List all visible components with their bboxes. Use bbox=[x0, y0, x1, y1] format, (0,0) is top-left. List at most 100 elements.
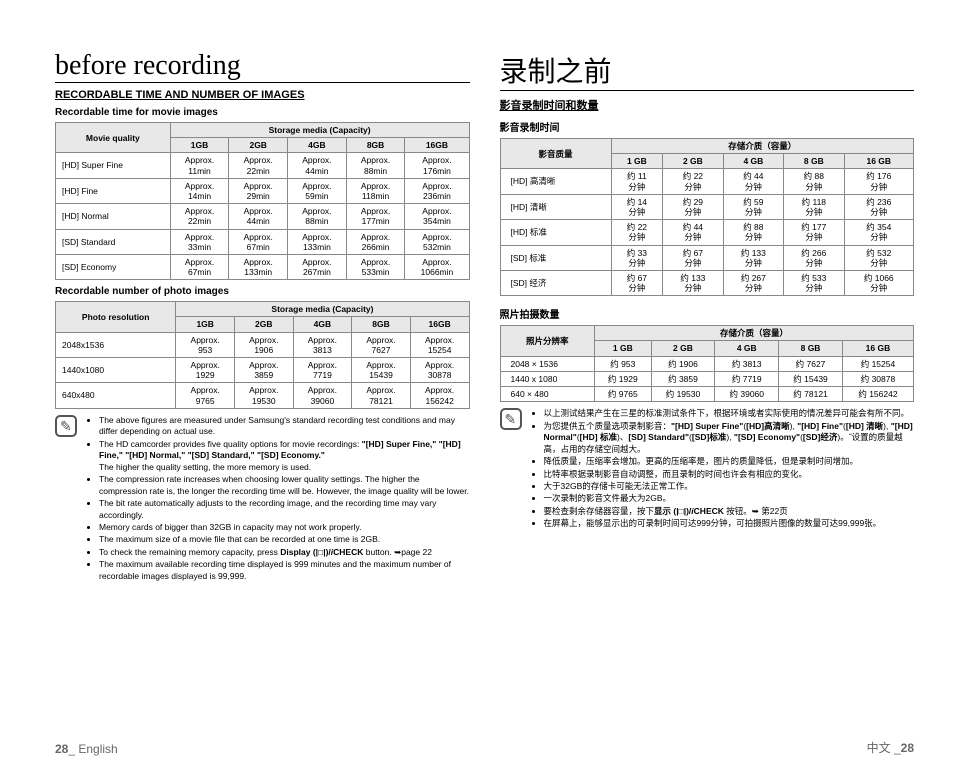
table-cell: 约 177分钟 bbox=[784, 220, 844, 245]
table-cap: 1GB bbox=[176, 317, 235, 332]
row-label: 1440x1080 bbox=[56, 358, 176, 383]
note-item: The bit rate automatically adjusts to th… bbox=[99, 498, 470, 521]
note-item: The maximum size of a movie file that ca… bbox=[99, 534, 470, 545]
note-item: 大于32GB的存储卡可能无法正常工作。 bbox=[544, 481, 915, 492]
note-item: 要检查剩余存储器容量，按下显示 (|□|)/iCHECK 按钮。➥ 第22页 bbox=[544, 506, 915, 517]
section-heading-en: RECORDABLE TIME AND NUMBER OF IMAGES bbox=[55, 89, 470, 101]
movie-table-cn: 影音质量存储介质（容量）1 GB2 GB4 GB8 GB16 GB[HD] 高清… bbox=[500, 138, 915, 296]
row-label: 640x480 bbox=[56, 383, 176, 408]
table-cell: 约 67分钟 bbox=[663, 245, 723, 270]
table-cell: 约 3859 bbox=[651, 371, 715, 386]
table-cell: Approx.1906 bbox=[234, 332, 293, 357]
table-cell: 约 88分钟 bbox=[723, 220, 783, 245]
table-cell: Approx.533min bbox=[346, 254, 405, 279]
table-corner: 影音质量 bbox=[500, 139, 611, 169]
row-label: 640 × 480 bbox=[500, 387, 595, 402]
table-cell: Approx.236min bbox=[405, 178, 469, 203]
table-cell: Approx.3859 bbox=[234, 358, 293, 383]
note-item: The maximum available recording time dis… bbox=[99, 559, 470, 582]
section-heading-cn: 影音录制时间和数量 bbox=[500, 97, 915, 113]
table-row: [HD] 高清晰约 11分钟约 22分钟约 44分钟约 88分钟约 176分钟 bbox=[500, 169, 914, 194]
table-row: 2048x1536Approx.953Approx.1906Approx.381… bbox=[56, 332, 470, 357]
table-corner: Photo resolution bbox=[56, 302, 176, 332]
note-item: 降低质量，压缩率会增加。更高的压缩率是，图片的质量降低，但是录制时间增加。 bbox=[544, 456, 915, 467]
note-item: 一次录制的影音文件最大为2GB。 bbox=[544, 493, 915, 504]
table-header-group: 存储介质（容量） bbox=[595, 326, 914, 341]
row-label: [SD] Economy bbox=[56, 254, 171, 279]
table-corner: 照片分辨率 bbox=[500, 326, 595, 356]
table-cell: Approx.156242 bbox=[410, 383, 469, 408]
footer-left: 28_ English bbox=[55, 742, 118, 756]
row-label: [SD] 经济 bbox=[500, 270, 611, 295]
notes-block-en: The above figures are measured under Sam… bbox=[55, 415, 470, 584]
table-cell: 约 156242 bbox=[842, 387, 913, 402]
row-label: [SD] 标准 bbox=[500, 245, 611, 270]
row-label: [SD] Standard bbox=[56, 229, 171, 254]
table-cell: Approx.176min bbox=[405, 153, 469, 178]
table-cap: 1 GB bbox=[611, 154, 663, 169]
table-corner: Movie quality bbox=[56, 123, 171, 153]
table-cell: 约 88分钟 bbox=[784, 169, 844, 194]
table-cell: 约 267分钟 bbox=[723, 270, 783, 295]
table-cell: 约 59分钟 bbox=[723, 194, 783, 219]
table-row: 2048 × 1536约 953约 1906约 3813约 7627约 1525… bbox=[500, 356, 914, 371]
table-cap: 2GB bbox=[229, 138, 288, 153]
subheading-photo-en: Recordable number of photo images bbox=[55, 286, 470, 297]
table-cell: Approx.14min bbox=[170, 178, 229, 203]
table-cell: 约 15439 bbox=[779, 371, 843, 386]
note-item: The HD camcorder provides five quality o… bbox=[99, 439, 470, 473]
table-cell: 约 236分钟 bbox=[844, 194, 913, 219]
table-cell: 约 953 bbox=[595, 356, 652, 371]
table-cell: 约 67分钟 bbox=[611, 270, 663, 295]
table-cap: 16 GB bbox=[844, 154, 913, 169]
table-header-group: Storage media (Capacity) bbox=[170, 123, 469, 138]
column-chinese: 录制之前 影音录制时间和数量 影音录制时间 影音质量存储介质（容量）1 GB2 … bbox=[500, 50, 915, 583]
footer-lang-right: 中文 _ bbox=[867, 741, 901, 755]
table-cell: 约 44分钟 bbox=[663, 220, 723, 245]
table-cell: Approx.22min bbox=[170, 204, 229, 229]
table-cell: 约 39060 bbox=[715, 387, 779, 402]
table-cell: 约 7627 bbox=[779, 356, 843, 371]
table-cap: 16 GB bbox=[842, 341, 913, 356]
table-row: 640x480Approx.9765Approx.19530Approx.390… bbox=[56, 383, 470, 408]
table-cell: Approx.133min bbox=[288, 229, 347, 254]
row-label: 2048 × 1536 bbox=[500, 356, 595, 371]
table-cell: Approx.267min bbox=[288, 254, 347, 279]
table-cap: 2 GB bbox=[651, 341, 715, 356]
note-item: The compression rate increases when choo… bbox=[99, 474, 470, 497]
table-cell: 约 22分钟 bbox=[611, 220, 663, 245]
table-cell: 约 532分钟 bbox=[844, 245, 913, 270]
table-cap: 4GB bbox=[293, 317, 352, 332]
table-cell: Approx.29min bbox=[229, 178, 288, 203]
table-cell: Approx.11min bbox=[170, 153, 229, 178]
table-cell: Approx.133min bbox=[229, 254, 288, 279]
table-cell: Approx.88min bbox=[288, 204, 347, 229]
row-label: [HD] Normal bbox=[56, 204, 171, 229]
table-cell: Approx.44min bbox=[288, 153, 347, 178]
table-row: [SD] EconomyApprox.67minApprox.133minApp… bbox=[56, 254, 470, 279]
table-cell: Approx.15439 bbox=[352, 358, 411, 383]
table-cell: 约 133分钟 bbox=[663, 270, 723, 295]
note-item: 在屏幕上，能够显示出的可录制时间可达999分钟，可拍摄照片图像的数量可达99,9… bbox=[544, 518, 915, 529]
table-header-group: Storage media (Capacity) bbox=[176, 302, 469, 317]
table-cell: 约 9765 bbox=[595, 387, 652, 402]
movie-table-en: Movie qualityStorage media (Capacity)1GB… bbox=[55, 122, 470, 280]
notes-list-cn: 以上测试结果产生在三星的标准测试条件下，根据环境或者实际使用的情况差异可能会有所… bbox=[530, 408, 915, 531]
table-cell: Approx.59min bbox=[288, 178, 347, 203]
row-label: [HD] 清晰 bbox=[500, 194, 611, 219]
table-cell: Approx.19530 bbox=[234, 383, 293, 408]
table-row: [SD] 标准约 33分钟约 67分钟约 133分钟约 266分钟约 532分钟 bbox=[500, 245, 914, 270]
table-cell: 约 7719 bbox=[715, 371, 779, 386]
column-english: before recording RECORDABLE TIME AND NUM… bbox=[55, 50, 470, 583]
table-cell: 约 266分钟 bbox=[784, 245, 844, 270]
photo-table-en: Photo resolutionStorage media (Capacity)… bbox=[55, 301, 470, 409]
row-label: [HD] Super Fine bbox=[56, 153, 171, 178]
table-cell: Approx.3813 bbox=[293, 332, 352, 357]
table-cell: Approx.44min bbox=[229, 204, 288, 229]
table-cell: Approx.33min bbox=[170, 229, 229, 254]
row-label: [HD] 标准 bbox=[500, 220, 611, 245]
page-spread: before recording RECORDABLE TIME AND NUM… bbox=[55, 50, 914, 583]
table-cell: 约 14分钟 bbox=[611, 194, 663, 219]
table-cap: 8 GB bbox=[779, 341, 843, 356]
table-cap: 8 GB bbox=[784, 154, 844, 169]
